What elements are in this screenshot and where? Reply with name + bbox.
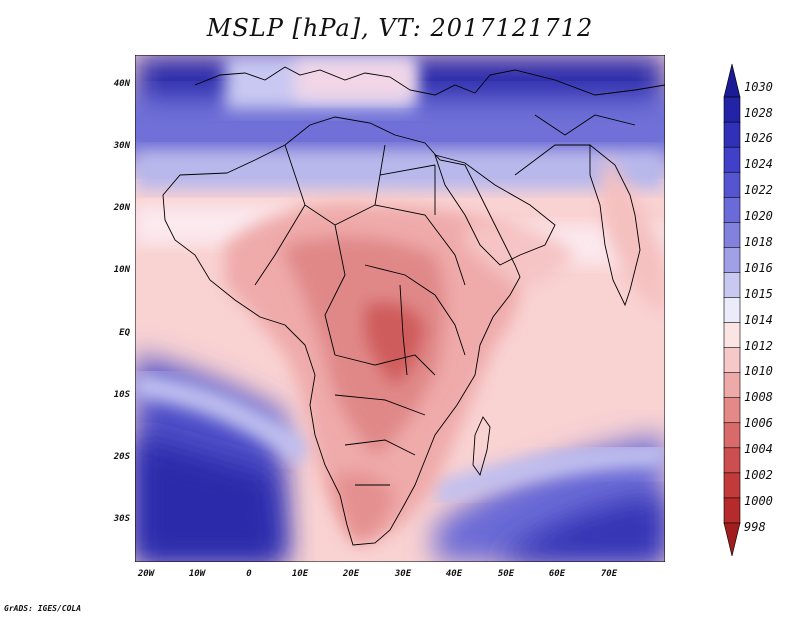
colorbar-label: 1002 bbox=[744, 468, 773, 482]
colorbar-label: 1014 bbox=[744, 313, 773, 327]
colorbar-swatch bbox=[723, 322, 741, 349]
colorbar-swatch bbox=[723, 297, 741, 324]
lon-tick-label: 20W bbox=[137, 569, 155, 579]
colorbar-label: 1010 bbox=[744, 364, 773, 378]
colorbar-swatch bbox=[723, 447, 741, 474]
coastline-borders bbox=[162, 66, 665, 546]
colorbar-label: 1018 bbox=[744, 235, 773, 249]
lon-tick-label: 0 bbox=[246, 569, 252, 579]
lat-tick-label: 30S bbox=[113, 514, 130, 524]
lat-tick-label: 20N bbox=[113, 203, 130, 213]
colorbar-swatch bbox=[723, 63, 741, 98]
mslp-map bbox=[135, 55, 665, 562]
lat-tick-label: 10S bbox=[113, 390, 130, 400]
lon-tick-label: 40E bbox=[445, 569, 463, 579]
lon-tick-label: 50E bbox=[497, 569, 515, 579]
colorbar-swatches bbox=[723, 63, 741, 557]
colorbar bbox=[723, 63, 741, 557]
pressure-field bbox=[135, 55, 665, 562]
lat-tick-label: 30N bbox=[113, 141, 130, 151]
colorbar-label: 1022 bbox=[744, 183, 773, 197]
colorbar-swatch bbox=[723, 397, 741, 424]
colorbar-label: 1030 bbox=[744, 80, 773, 94]
lon-tick-label: 10E bbox=[291, 569, 309, 579]
lon-tick-label: 10W bbox=[188, 569, 206, 579]
lon-tick-label: 70E bbox=[600, 569, 618, 579]
colorbar-label: 1012 bbox=[744, 339, 773, 353]
colorbar-swatch bbox=[723, 372, 741, 399]
lon-tick-label: 60E bbox=[548, 569, 566, 579]
colorbar-swatch bbox=[723, 196, 741, 224]
colorbar-label: 1004 bbox=[744, 442, 773, 456]
colorbar-swatch bbox=[723, 472, 741, 499]
lat-tick-label: 20S bbox=[113, 452, 130, 462]
map-title: MSLP [hPa], VT: 2017121712 bbox=[206, 14, 594, 42]
colorbar-label: 1016 bbox=[744, 261, 773, 275]
colorbar-label: 1024 bbox=[744, 157, 773, 171]
colorbar-label: 1000 bbox=[744, 494, 773, 508]
lat-tick-label: 10N bbox=[113, 265, 130, 275]
colorbar-label: 1008 bbox=[744, 390, 773, 404]
grads-credit: GrADS: IGES/COLA bbox=[4, 604, 82, 613]
colorbar-label: 1020 bbox=[744, 209, 773, 223]
colorbar-label: 998 bbox=[744, 520, 766, 534]
colorbar-label: 1006 bbox=[744, 416, 773, 430]
lon-tick-label: 20E bbox=[342, 569, 360, 579]
colorbar-swatch bbox=[723, 146, 741, 174]
colorbar-swatch bbox=[723, 347, 741, 374]
colorbar-swatch bbox=[723, 222, 741, 249]
colorbar-swatch bbox=[723, 96, 741, 123]
colorbar-label: 1015 bbox=[744, 287, 773, 301]
colorbar-swatch bbox=[723, 247, 741, 274]
colorbar-swatch bbox=[723, 272, 741, 299]
colorbar-swatch bbox=[723, 522, 741, 557]
colorbar-swatch bbox=[723, 422, 741, 449]
lat-tick-label: EQ bbox=[119, 328, 130, 338]
colorbar-swatch bbox=[723, 171, 741, 199]
colorbar-label: 1026 bbox=[744, 131, 773, 145]
colorbar-label: 1028 bbox=[744, 106, 773, 120]
lon-tick-label: 30E bbox=[394, 569, 412, 579]
lat-tick-label: 40N bbox=[113, 79, 130, 89]
colorbar-swatch bbox=[723, 497, 741, 524]
colorbar-swatch bbox=[723, 121, 741, 148]
